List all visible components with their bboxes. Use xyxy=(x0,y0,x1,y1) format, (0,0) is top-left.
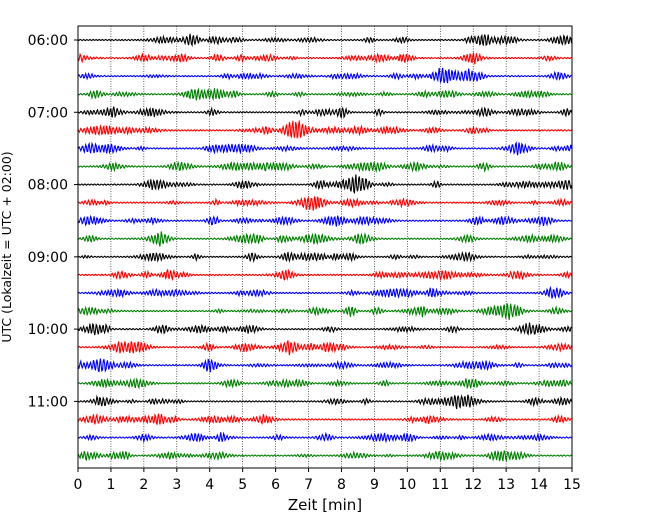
seismogram-trace xyxy=(77,449,572,462)
seismogram-trace xyxy=(77,67,572,84)
seismogram-trace xyxy=(77,412,572,426)
seismogram-trace xyxy=(77,174,573,195)
seismogram-trace xyxy=(77,231,572,247)
x-tick-label: 15 xyxy=(563,477,581,493)
seismogram-trace xyxy=(77,303,572,320)
y-tick-label: 08:00 xyxy=(28,178,68,194)
y-tick-label: 09:00 xyxy=(28,250,68,266)
y-tick-label: 07:00 xyxy=(28,105,68,121)
seismogram-trace xyxy=(77,52,572,65)
seismogram-trace xyxy=(77,250,572,263)
seismogram-trace xyxy=(77,268,573,282)
x-axis-label: Zeit [min] xyxy=(288,496,362,514)
trace-group xyxy=(77,33,573,462)
seismogram-trace xyxy=(77,160,572,173)
x-tick-label: 2 xyxy=(139,477,148,493)
y-tick-label: 06:00 xyxy=(28,33,68,49)
seismogram-trace xyxy=(77,394,573,410)
x-tick-label: 10 xyxy=(398,477,416,493)
seismogram-trace xyxy=(77,322,572,336)
x-tick-label: 3 xyxy=(172,477,181,493)
y-axis: 06:00 07:00 08:00 09:00 10:00 11:00 xyxy=(28,33,78,410)
x-tick-label: 5 xyxy=(238,477,247,493)
y-tick-label: 10:00 xyxy=(28,322,68,338)
x-axis: 0 1 2 3 4 5 6 7 8 9 10 11 12 13 14 15 xyxy=(74,468,581,493)
x-tick-label: 0 xyxy=(74,477,83,493)
seismogram-trace xyxy=(77,106,573,119)
y-tick-label: 11:00 xyxy=(28,394,68,410)
seismogram-trace xyxy=(77,358,572,373)
x-tick-label: 6 xyxy=(271,477,280,493)
x-tick-label: 12 xyxy=(464,477,482,493)
x-tick-label: 8 xyxy=(337,477,346,493)
seismogram-trace xyxy=(77,340,573,356)
seismogram-trace xyxy=(77,87,572,102)
seismogram-trace xyxy=(77,120,572,139)
x-tick-label: 7 xyxy=(304,477,313,493)
x-tick-label: 1 xyxy=(106,477,115,493)
x-tick-label: 4 xyxy=(205,477,214,493)
y-axis-label: UTC (Lokalzeit = UTC + 02:00) xyxy=(0,151,14,342)
grid-lines xyxy=(110,26,540,468)
x-tick-label: 14 xyxy=(530,477,548,493)
x-tick-label: 9 xyxy=(370,477,379,493)
seismogram-trace xyxy=(77,141,573,156)
x-tick-label: 13 xyxy=(497,477,515,493)
seismogram-trace xyxy=(77,33,573,48)
seismogram-trace xyxy=(77,196,572,211)
seismogram-trace xyxy=(77,214,572,227)
x-tick-label: 11 xyxy=(431,477,449,493)
seismogram-trace xyxy=(77,431,572,444)
seismogram-trace xyxy=(77,377,572,390)
seismogram-trace xyxy=(77,285,572,300)
plot-frame xyxy=(77,25,573,469)
